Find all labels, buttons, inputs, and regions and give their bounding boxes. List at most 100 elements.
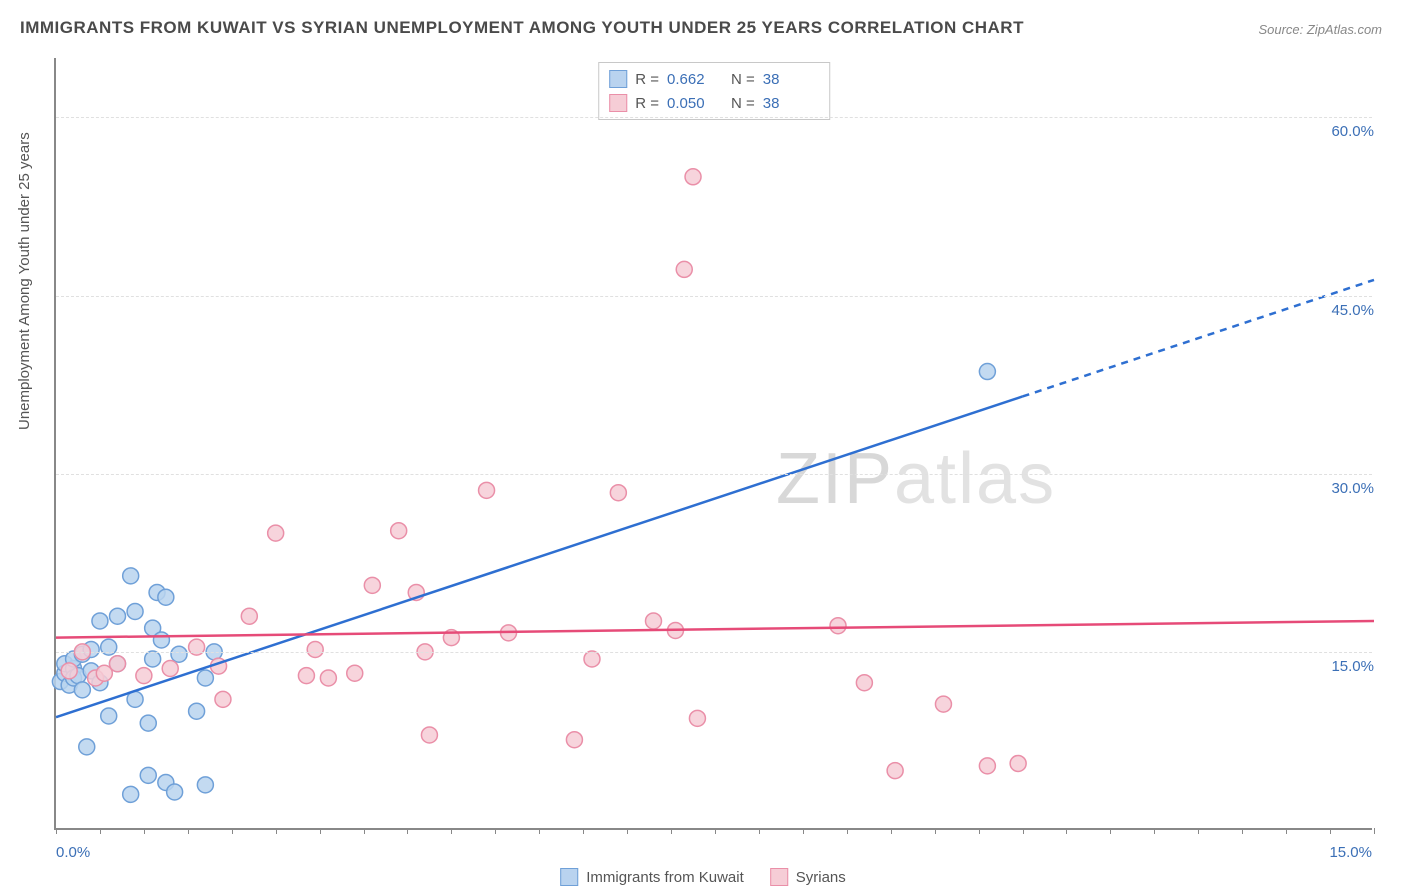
data-point-syrians — [1010, 755, 1026, 771]
data-point-kuwait — [153, 632, 169, 648]
legend-swatch — [770, 868, 788, 886]
data-point-syrians — [241, 608, 257, 624]
x-tick — [1286, 828, 1287, 834]
data-point-syrians — [887, 763, 903, 779]
x-tick — [979, 828, 980, 834]
x-tick-label: 0.0% — [56, 844, 90, 861]
source-attribution: Source: ZipAtlas.com — [1258, 22, 1382, 37]
data-point-kuwait — [197, 670, 213, 686]
data-point-syrians — [689, 710, 705, 726]
x-tick — [1066, 828, 1067, 834]
data-point-kuwait — [110, 608, 126, 624]
data-point-syrians — [979, 758, 995, 774]
x-tick — [671, 828, 672, 834]
data-point-kuwait — [140, 715, 156, 731]
data-point-syrians — [584, 651, 600, 667]
data-point-syrians — [645, 613, 661, 629]
legend-swatch — [560, 868, 578, 886]
data-point-kuwait — [145, 651, 161, 667]
data-point-kuwait — [127, 603, 143, 619]
data-point-kuwait — [79, 739, 95, 755]
data-point-kuwait — [140, 767, 156, 783]
trendline-ext-kuwait — [1023, 280, 1374, 397]
y-tick-label: 30.0% — [1331, 480, 1374, 497]
x-tick — [188, 828, 189, 834]
data-point-kuwait — [92, 613, 108, 629]
legend-label: Immigrants from Kuwait — [586, 869, 744, 886]
x-tick — [495, 828, 496, 834]
plot-area: ZIPatlas R =0.662N =38R =0.050N =38 15.0… — [54, 58, 1372, 830]
legend-item-kuwait: Immigrants from Kuwait — [560, 868, 744, 886]
x-tick — [1154, 828, 1155, 834]
data-point-syrians — [421, 727, 437, 743]
data-point-kuwait — [101, 708, 117, 724]
data-point-syrians — [215, 691, 231, 707]
data-point-kuwait — [123, 786, 139, 802]
x-tick — [100, 828, 101, 834]
series-legend: Immigrants from Kuwait Syrians — [560, 868, 846, 886]
gridline — [56, 474, 1372, 475]
data-point-syrians — [391, 523, 407, 539]
x-tick — [364, 828, 365, 834]
data-point-syrians — [110, 656, 126, 672]
x-tick — [1198, 828, 1199, 834]
y-tick-label: 15.0% — [1331, 658, 1374, 675]
data-point-syrians — [856, 675, 872, 691]
data-point-syrians — [935, 696, 951, 712]
x-tick — [627, 828, 628, 834]
x-tick — [407, 828, 408, 834]
data-point-syrians — [298, 668, 314, 684]
x-tick — [1330, 828, 1331, 834]
data-point-syrians — [268, 525, 284, 541]
x-tick — [539, 828, 540, 834]
x-tick — [1110, 828, 1111, 834]
legend-label: Syrians — [796, 869, 846, 886]
x-tick — [451, 828, 452, 834]
data-point-syrians — [61, 663, 77, 679]
x-tick — [1374, 828, 1375, 834]
y-tick-label: 60.0% — [1331, 123, 1374, 140]
x-tick — [232, 828, 233, 834]
data-point-kuwait — [979, 364, 995, 380]
x-tick — [891, 828, 892, 834]
x-tick — [759, 828, 760, 834]
x-tick — [320, 828, 321, 834]
x-tick — [847, 828, 848, 834]
data-point-syrians — [685, 169, 701, 185]
data-point-syrians — [364, 577, 380, 593]
data-point-syrians — [566, 732, 582, 748]
data-point-kuwait — [197, 777, 213, 793]
x-tick — [1242, 828, 1243, 834]
data-point-syrians — [676, 261, 692, 277]
data-point-syrians — [830, 618, 846, 634]
trendline-kuwait — [56, 396, 1023, 717]
x-tick — [583, 828, 584, 834]
x-tick — [1023, 828, 1024, 834]
x-tick — [56, 828, 57, 834]
gridline — [56, 652, 1372, 653]
x-tick — [276, 828, 277, 834]
data-point-syrians — [307, 641, 323, 657]
gridline — [56, 117, 1372, 118]
data-point-syrians — [136, 668, 152, 684]
data-point-kuwait — [123, 568, 139, 584]
data-point-kuwait — [158, 589, 174, 605]
y-tick-label: 45.0% — [1331, 302, 1374, 319]
chart-title: IMMIGRANTS FROM KUWAIT VS SYRIAN UNEMPLO… — [20, 18, 1024, 38]
data-point-syrians — [320, 670, 336, 686]
data-point-kuwait — [74, 682, 90, 698]
y-axis-label: Unemployment Among Youth under 25 years — [16, 132, 33, 430]
x-tick — [715, 828, 716, 834]
chart-svg — [56, 58, 1372, 828]
x-tick-label: 15.0% — [1329, 844, 1372, 861]
data-point-kuwait — [189, 703, 205, 719]
data-point-syrians — [479, 482, 495, 498]
x-tick — [803, 828, 804, 834]
x-tick — [935, 828, 936, 834]
gridline — [56, 296, 1372, 297]
data-point-syrians — [162, 660, 178, 676]
data-point-kuwait — [171, 646, 187, 662]
data-point-kuwait — [167, 784, 183, 800]
data-point-syrians — [610, 485, 626, 501]
x-tick — [144, 828, 145, 834]
